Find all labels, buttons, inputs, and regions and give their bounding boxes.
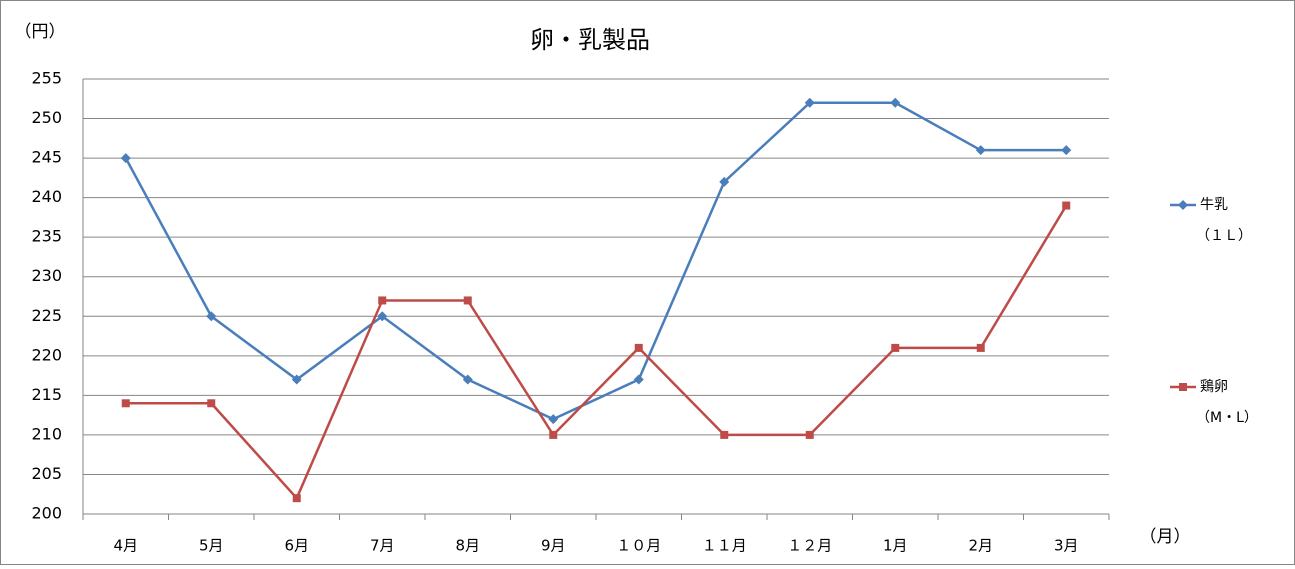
x-tick-label: 1月 <box>883 537 908 555</box>
x-tick-label: 7月 <box>370 537 395 555</box>
point <box>291 374 302 385</box>
point <box>891 343 900 352</box>
point <box>1061 145 1072 156</box>
point <box>976 343 985 352</box>
x-tick-label: 6月 <box>284 537 309 555</box>
point <box>292 494 301 503</box>
point <box>805 430 814 439</box>
y-tick-label: 210 <box>31 424 62 443</box>
x-tick-label: 3月 <box>1054 537 1079 555</box>
y-tick-label: 215 <box>31 385 62 404</box>
point <box>890 97 901 108</box>
point <box>548 414 559 425</box>
chart-title: 卵・乳製品 <box>530 26 650 54</box>
legend-label: 牛乳 <box>1200 197 1228 213</box>
y-tick-label: 225 <box>31 306 62 325</box>
point <box>633 374 644 385</box>
x-tick-label: 2月 <box>968 537 993 555</box>
legend-unit: （１Ｌ） <box>1196 228 1252 244</box>
legend-unit: （M・L） <box>1196 410 1258 426</box>
y-tick-label: 230 <box>31 266 62 285</box>
point <box>377 311 388 322</box>
point <box>206 311 217 322</box>
y-tick-label: 255 <box>31 69 62 88</box>
y-tick-label: 205 <box>31 464 62 483</box>
point <box>719 176 730 187</box>
point <box>378 296 387 305</box>
series-line <box>125 204 1068 501</box>
y-tick-label: 220 <box>31 345 62 364</box>
y-tick-label: 235 <box>31 227 62 246</box>
series-line <box>124 101 1067 421</box>
point <box>549 430 558 439</box>
point <box>207 399 216 408</box>
point <box>463 296 472 305</box>
point <box>462 374 473 385</box>
point <box>120 153 131 164</box>
y-axis-label: （円） <box>15 22 66 42</box>
x-tick-label: 8月 <box>455 537 480 555</box>
point <box>975 145 986 156</box>
x-tick-label: 9月 <box>541 537 566 555</box>
x-axis-label: （月） <box>1140 527 1191 547</box>
x-tick-label: １１月 <box>702 537 747 555</box>
point <box>634 343 643 352</box>
point <box>121 399 130 408</box>
legend-marker <box>1178 200 1188 210</box>
point <box>720 430 729 439</box>
x-tick-label: 5月 <box>199 537 224 555</box>
y-tick-label: 245 <box>31 148 62 167</box>
legend-label: 鶏卵 <box>1200 379 1228 395</box>
x-tick-label: １０月 <box>616 537 661 555</box>
x-tick-label: １２月 <box>787 537 832 555</box>
y-tick-label: 250 <box>31 108 62 127</box>
y-tick-label: 240 <box>31 187 62 206</box>
y-tick-label: 200 <box>31 504 62 523</box>
x-tick-label: 4月 <box>113 537 138 555</box>
point <box>804 97 815 108</box>
point <box>1062 201 1071 210</box>
legend-marker <box>1179 383 1187 391</box>
